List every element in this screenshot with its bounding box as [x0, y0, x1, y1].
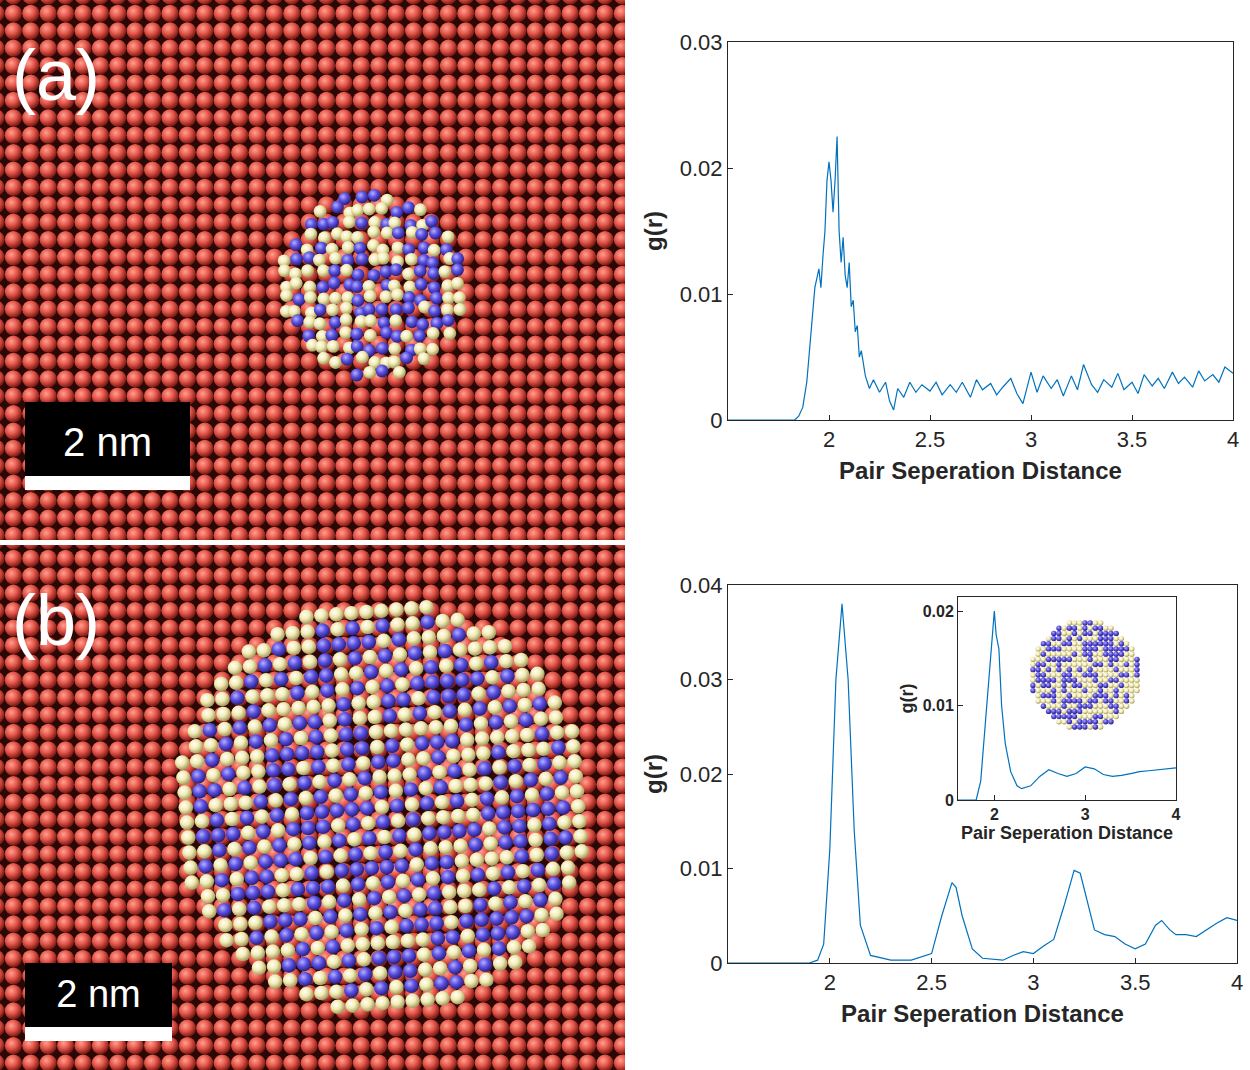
- svg-text:(b): (b): [12, 580, 100, 660]
- svg-text:2.5: 2.5: [915, 427, 946, 452]
- svg-text:4: 4: [1172, 806, 1181, 823]
- svg-text:Pair Seperation Distance: Pair Seperation Distance: [841, 1000, 1124, 1027]
- svg-text:4: 4: [1231, 970, 1243, 995]
- svg-text:3.5: 3.5: [1120, 970, 1151, 995]
- svg-text:g(r): g(r): [640, 754, 667, 794]
- svg-text:0.02: 0.02: [680, 156, 723, 181]
- svg-text:3: 3: [1027, 970, 1039, 995]
- svg-text:0.03: 0.03: [680, 30, 723, 55]
- svg-text:3: 3: [1025, 427, 1037, 452]
- svg-text:0.03: 0.03: [680, 667, 723, 692]
- svg-text:2.5: 2.5: [916, 970, 947, 995]
- svg-text:0.02: 0.02: [923, 603, 954, 620]
- svg-text:2: 2: [990, 806, 999, 823]
- svg-text:3: 3: [1081, 806, 1090, 823]
- svg-text:4: 4: [1227, 427, 1239, 452]
- svg-text:0.04: 0.04: [680, 573, 723, 598]
- svg-text:2: 2: [823, 427, 835, 452]
- svg-text:0.01: 0.01: [680, 856, 723, 881]
- svg-text:3.5: 3.5: [1117, 427, 1148, 452]
- svg-text:Pair Seperation Distance: Pair Seperation Distance: [961, 823, 1173, 843]
- svg-text:0: 0: [710, 951, 722, 976]
- svg-text:2 nm: 2 nm: [56, 973, 140, 1015]
- svg-text:(a): (a): [12, 35, 100, 115]
- svg-text:g(r): g(r): [897, 684, 917, 714]
- svg-text:Pair Seperation Distance: Pair Seperation Distance: [839, 457, 1122, 484]
- svg-text:0.01: 0.01: [680, 282, 723, 307]
- svg-text:0.02: 0.02: [680, 762, 723, 787]
- svg-text:0: 0: [710, 408, 722, 433]
- svg-text:0: 0: [945, 792, 954, 809]
- svg-text:0.01: 0.01: [923, 697, 954, 714]
- svg-text:2 nm: 2 nm: [63, 420, 152, 464]
- svg-text:g(r): g(r): [640, 211, 667, 251]
- svg-text:2: 2: [824, 970, 836, 995]
